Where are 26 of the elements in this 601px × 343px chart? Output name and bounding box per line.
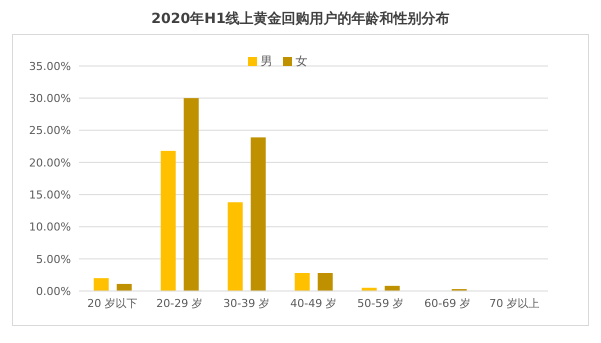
- bar: [160, 150, 176, 291]
- bar: [116, 284, 132, 291]
- bar: [294, 273, 310, 291]
- y-tick-label: 5.00%: [36, 252, 71, 266]
- bar: [184, 98, 199, 291]
- chart-title: 2020年H1线上黄金回购用户的年龄和性别分布: [150, 10, 451, 29]
- legend-label: 女: [296, 54, 308, 68]
- y-tick-label: 30.00%: [29, 92, 71, 106]
- y-tick-label: 20.00%: [29, 156, 71, 170]
- bar: [318, 273, 333, 291]
- bar: [228, 202, 243, 291]
- x-tick-label: 20 岁以下: [87, 296, 138, 310]
- x-tick-label: 40-49 岁: [290, 296, 337, 310]
- x-tick-label: 20-29 岁: [156, 296, 203, 310]
- x-tick-label: 70 岁以上: [489, 296, 540, 310]
- bar: [250, 137, 266, 291]
- x-tick-label: 60-69 岁: [424, 296, 471, 310]
- y-tick-label: 25.00%: [29, 124, 71, 138]
- x-tick-label: 50-59 岁: [357, 296, 404, 310]
- bar: [94, 278, 109, 291]
- y-tick-label: 35.00%: [29, 60, 71, 73]
- x-tick-label: 30-39 岁: [223, 296, 270, 310]
- y-tick-label: 0.00%: [36, 284, 71, 298]
- y-tick-label: 10.00%: [29, 220, 71, 234]
- legend-label: 男: [260, 54, 272, 68]
- y-tick-label: 15.00%: [29, 188, 71, 202]
